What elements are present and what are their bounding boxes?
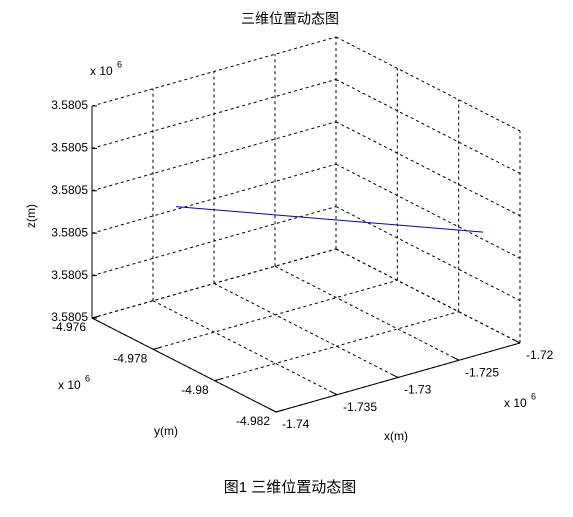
z-tick-label: 3.5805	[51, 268, 88, 282]
z-tick-label: 3.5805	[51, 225, 88, 239]
x-scale-exponent: 6	[531, 391, 536, 401]
x-tick-label: -1.73	[404, 383, 432, 397]
grid-line	[213, 283, 399, 378]
data-line	[175, 206, 484, 233]
x-tick-mark	[331, 391, 338, 396]
grid-line	[335, 206, 521, 302]
x-tick-label: -1.74	[282, 417, 310, 431]
y-axis-label: y(m)	[154, 424, 178, 438]
y-tick-label: -4.978	[113, 352, 147, 366]
chart-title: 三维位置动态图	[241, 11, 339, 27]
grid-line	[274, 265, 460, 361]
y-tick-mark	[275, 409, 284, 413]
x-scale-text: x 10	[504, 396, 527, 410]
z-tick-label: 3.5805	[51, 310, 88, 324]
grid-line	[91, 163, 337, 234]
x-tick-mark	[270, 408, 277, 413]
y-scale-exponent: 6	[85, 373, 90, 383]
grid-line	[335, 121, 521, 217]
y-tick-label: -4.982	[236, 414, 270, 428]
y-tick-label: -4.976	[52, 320, 86, 334]
x-tick-label: -1.725	[465, 365, 499, 379]
z-scale-exponent: 6	[117, 59, 122, 69]
y-tick-mark	[214, 378, 223, 382]
x-tick-mark	[453, 356, 460, 361]
y-tick-mark	[153, 346, 161, 350]
grid-line	[335, 78, 521, 174]
x-tick-label: -1.735	[343, 400, 377, 414]
z-tick-label: 3.5805	[51, 183, 88, 197]
grid-line	[153, 279, 398, 350]
grid-line	[91, 206, 337, 277]
x-axis-label: x(m)	[384, 429, 408, 443]
grid-line	[335, 248, 521, 344]
z-tick-label: 3.5805	[51, 141, 88, 155]
grid-line	[91, 36, 337, 107]
y-tick-label: -4.98	[181, 383, 209, 397]
z-tick-label: 3.5805	[51, 98, 88, 112]
grid-line	[152, 300, 338, 396]
grid-line	[91, 78, 337, 149]
grid-line	[335, 36, 521, 132]
grid-line	[91, 248, 337, 319]
grid-line	[275, 342, 521, 413]
grid-line	[335, 163, 521, 259]
z-scale-text: x 10	[90, 64, 113, 78]
grid-line	[91, 317, 277, 413]
y-scale-text: x 10	[58, 378, 81, 392]
figure-caption: 图1 三维位置动态图	[224, 479, 357, 496]
z-axis-label: z(m)	[24, 204, 38, 228]
x-tick-mark	[392, 374, 399, 378]
grid-line	[91, 121, 337, 192]
x-tick-label: -1.72	[526, 348, 554, 362]
grid-line	[214, 311, 459, 382]
